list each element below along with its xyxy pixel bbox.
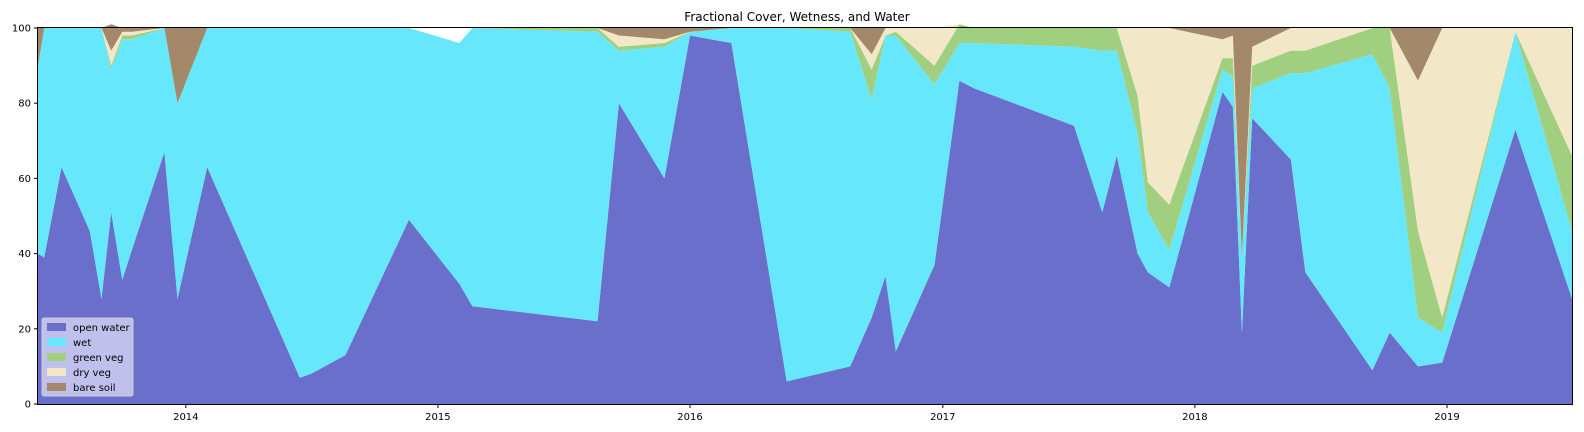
legend-label: open water (73, 323, 131, 334)
area-open-water (38, 35, 1572, 404)
legend-swatch (47, 368, 66, 376)
y-tick-label: 20 (18, 324, 31, 335)
x-tick-label: 2019 (1434, 412, 1459, 423)
y-tick-label: 0 (25, 400, 31, 411)
y-tick-label: 80 (18, 99, 31, 110)
legend-label: wet (73, 338, 91, 349)
area-green-veg (38, 24, 1572, 333)
legend: open water wet green veg dry veg bare soil (41, 317, 134, 397)
x-tick-label: 2016 (677, 412, 702, 423)
x-tick-label: 2014 (173, 412, 198, 423)
legend-label: dry veg (73, 368, 111, 379)
legend-swatch (47, 383, 66, 391)
y-tick-label: 60 (18, 174, 31, 185)
plot-frame (37, 27, 1573, 405)
legend-swatch (47, 323, 66, 331)
x-tick-label: 2015 (425, 412, 450, 423)
legend-label: bare soil (73, 383, 116, 394)
legend-label: green veg (73, 353, 123, 364)
y-tick-label: 40 (18, 249, 31, 260)
legend-box (41, 317, 134, 397)
area-wet (38, 28, 1572, 382)
y-tick-label: 100 (12, 24, 31, 35)
y-axis: 0 20 40 60 80 100 (12, 24, 38, 411)
legend-swatch (47, 338, 66, 346)
x-tick-label: 2018 (1182, 412, 1207, 423)
area-dry-veg (38, 24, 1572, 318)
area-bare-soil (38, 24, 1572, 258)
x-axis: 2014 2015 2016 2017 2018 2019 (173, 404, 1460, 423)
chart-title: Fractional Cover, Wetness, and Water (684, 10, 909, 24)
x-tick-label: 2017 (930, 412, 955, 423)
stacked-areas (38, 24, 1572, 404)
legend-swatch (47, 353, 66, 361)
